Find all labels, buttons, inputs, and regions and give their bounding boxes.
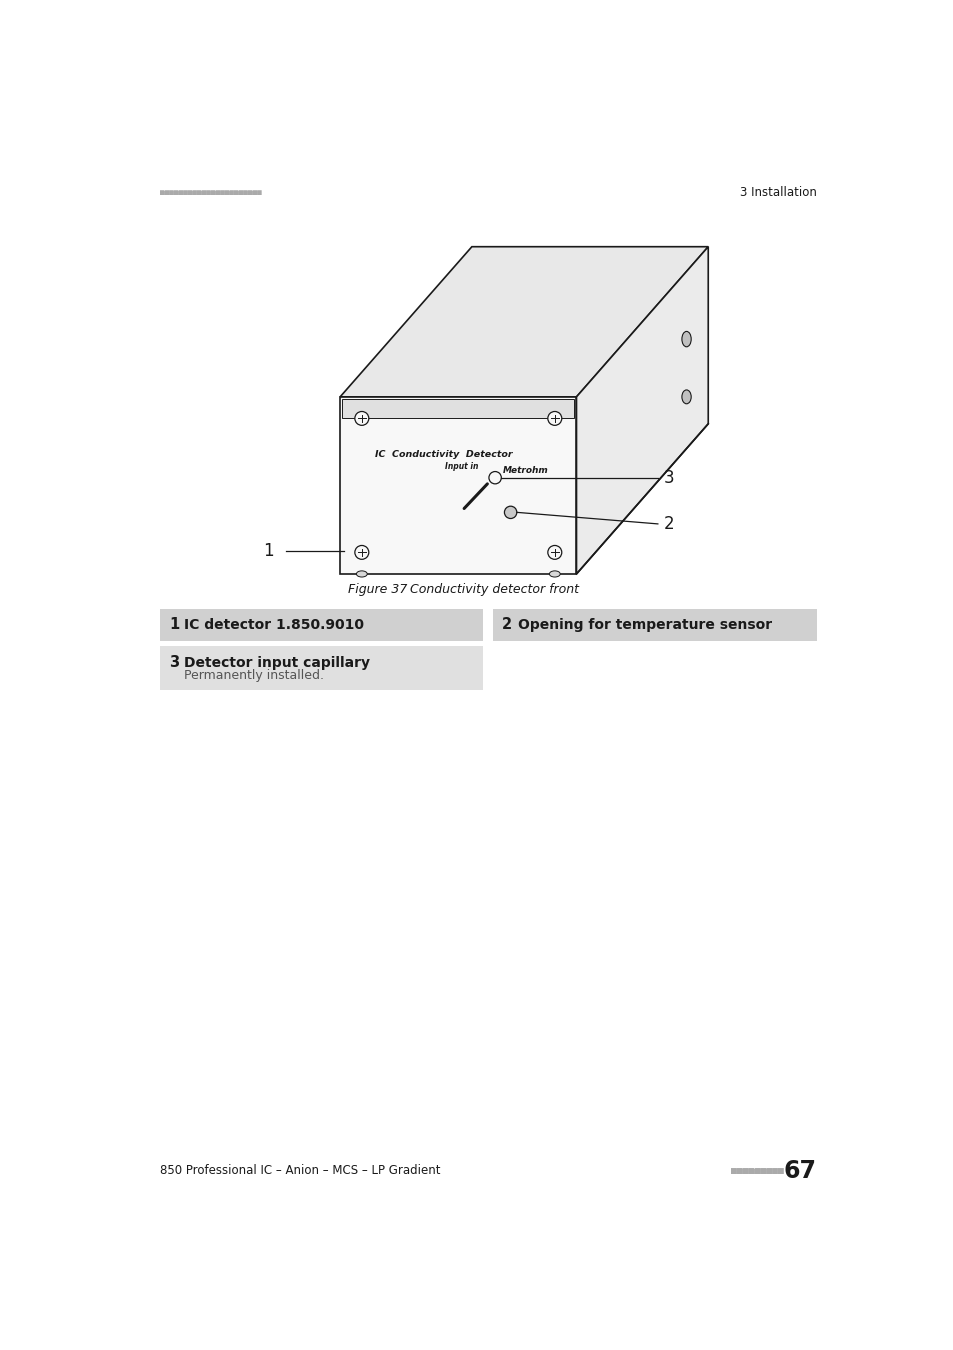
Text: Permanently installed.: Permanently installed. [184,670,324,683]
Circle shape [355,545,369,559]
Text: 3: 3 [663,468,674,487]
Text: 850 Professional IC – Anion – MCS – LP Gradient: 850 Professional IC – Anion – MCS – LP G… [159,1164,439,1177]
Ellipse shape [681,390,691,404]
Circle shape [488,471,500,483]
Text: 3: 3 [169,655,179,670]
Text: Detector input capillary: Detector input capillary [184,656,370,670]
Ellipse shape [356,571,367,576]
Text: 1: 1 [169,617,179,632]
Circle shape [547,545,561,559]
Circle shape [504,506,517,518]
Polygon shape [576,247,707,574]
Text: IC  Conductivity  Detector: IC Conductivity Detector [375,450,512,459]
Polygon shape [340,247,707,397]
Text: Figure 37: Figure 37 [348,583,407,595]
Text: ■■■■■■■■■: ■■■■■■■■■ [731,1165,783,1176]
Text: 1: 1 [263,541,274,560]
Polygon shape [342,400,574,418]
Circle shape [547,412,561,425]
Text: Metrohm: Metrohm [502,466,548,474]
Ellipse shape [549,571,559,576]
Ellipse shape [681,331,691,347]
Text: IC detector 1.850.9010: IC detector 1.850.9010 [184,618,364,632]
Circle shape [355,412,369,425]
Text: ■■■■■■■■■■■■■■■■■■■■■■: ■■■■■■■■■■■■■■■■■■■■■■ [159,188,261,197]
Text: 3 Installation: 3 Installation [740,186,816,200]
FancyBboxPatch shape [159,645,483,690]
Text: Conductivity detector front: Conductivity detector front [410,583,578,595]
Polygon shape [340,397,576,574]
Text: Opening for temperature sensor: Opening for temperature sensor [517,618,771,632]
Text: Input in: Input in [444,462,477,471]
Text: 2: 2 [663,514,674,533]
FancyBboxPatch shape [493,609,816,641]
Text: 67: 67 [783,1158,816,1183]
Text: 2: 2 [501,617,512,632]
FancyBboxPatch shape [159,609,483,641]
